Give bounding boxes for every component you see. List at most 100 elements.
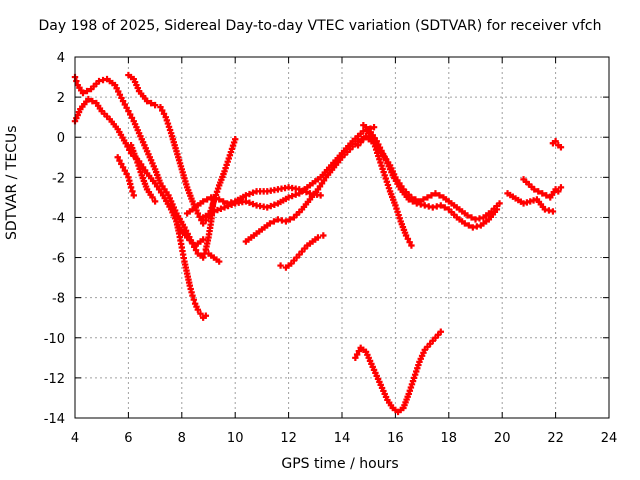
series-arc-4 xyxy=(114,154,137,199)
data-points xyxy=(71,71,565,416)
series-arc-5 xyxy=(127,142,159,205)
x-tick-label: 22 xyxy=(547,431,564,446)
y-tick-label: 2 xyxy=(57,91,65,106)
data-point xyxy=(355,347,363,355)
data-point xyxy=(428,192,435,199)
data-point xyxy=(370,123,378,131)
data-point xyxy=(122,140,129,147)
x-tick-label: 8 xyxy=(178,431,186,446)
chart-title: Day 198 of 2025, Sidereal Day-to-day VTE… xyxy=(38,18,602,34)
data-point xyxy=(468,214,475,221)
data-point xyxy=(441,204,448,211)
y-tick-label: -14 xyxy=(44,412,65,427)
y-tick-label: -4 xyxy=(52,211,65,226)
x-tick-label: 14 xyxy=(334,431,351,446)
data-point xyxy=(437,202,444,209)
data-point xyxy=(126,111,134,118)
data-point xyxy=(266,220,274,227)
data-point xyxy=(160,110,168,118)
data-point xyxy=(123,104,130,112)
data-point xyxy=(405,196,412,203)
data-point xyxy=(123,170,130,178)
data-point xyxy=(402,232,410,239)
series-arc-9 xyxy=(205,250,223,265)
data-point xyxy=(202,312,210,319)
data-point xyxy=(464,212,471,219)
data-point xyxy=(557,144,565,151)
data-point xyxy=(288,192,296,200)
data-point xyxy=(292,191,299,198)
x-tick-label: 20 xyxy=(494,431,511,446)
data-point xyxy=(149,194,156,201)
data-point xyxy=(129,188,136,195)
data-point xyxy=(121,167,129,174)
data-point xyxy=(194,210,202,217)
data-point xyxy=(493,206,501,213)
data-point xyxy=(246,199,253,206)
data-point xyxy=(242,198,250,205)
y-tick-label: 0 xyxy=(57,131,65,146)
data-point xyxy=(531,186,538,193)
data-point xyxy=(424,194,431,201)
data-point xyxy=(420,196,427,203)
data-point xyxy=(552,138,559,145)
data-point xyxy=(461,220,469,227)
data-point xyxy=(147,99,155,107)
data-point xyxy=(270,218,278,225)
y-tick-label: -12 xyxy=(44,372,65,387)
data-point xyxy=(320,232,327,239)
x-tick-label: 18 xyxy=(441,431,458,446)
data-point xyxy=(406,238,413,246)
data-point xyxy=(215,196,223,203)
data-point xyxy=(432,190,439,197)
data-point xyxy=(557,184,565,191)
data-point xyxy=(125,107,132,115)
data-point xyxy=(217,205,225,212)
x-tick-label: 10 xyxy=(227,431,244,446)
data-point xyxy=(277,262,284,269)
data-point xyxy=(199,198,207,205)
data-point xyxy=(157,103,164,111)
data-point xyxy=(199,236,207,243)
data-point xyxy=(549,208,557,215)
data-point xyxy=(496,200,503,207)
data-point xyxy=(317,192,324,199)
series-arc-12 xyxy=(354,130,415,249)
data-point xyxy=(215,258,223,265)
data-point xyxy=(89,97,96,105)
data-point xyxy=(436,192,443,199)
data-point xyxy=(190,296,198,303)
y-tick-label: -6 xyxy=(52,252,65,267)
data-point xyxy=(224,202,232,210)
data-point xyxy=(352,354,359,362)
series-arc-11 xyxy=(277,232,327,271)
data-point xyxy=(114,154,121,161)
grid-layer xyxy=(75,57,609,418)
data-point xyxy=(210,208,218,215)
data-point xyxy=(79,89,87,97)
data-point xyxy=(246,190,253,198)
data-point xyxy=(314,234,322,241)
data-point xyxy=(543,192,550,199)
series-arc-13 xyxy=(360,121,501,231)
plot-frame xyxy=(74,56,610,419)
data-point xyxy=(267,202,274,210)
data-point xyxy=(228,201,235,208)
data-point xyxy=(194,306,202,313)
data-point xyxy=(409,198,416,205)
data-point xyxy=(116,157,123,164)
data-point xyxy=(189,292,196,299)
data-point xyxy=(128,114,136,122)
data-point xyxy=(353,351,361,358)
data-point xyxy=(124,143,131,150)
data-point xyxy=(286,216,294,223)
x-tick-label: 16 xyxy=(387,431,404,446)
y-tick-label: 4 xyxy=(57,51,65,66)
data-point xyxy=(151,198,159,205)
data-point xyxy=(360,128,367,135)
x-tick-label: 12 xyxy=(280,431,297,446)
series-arc-15 xyxy=(504,190,557,215)
data-point xyxy=(118,160,125,168)
